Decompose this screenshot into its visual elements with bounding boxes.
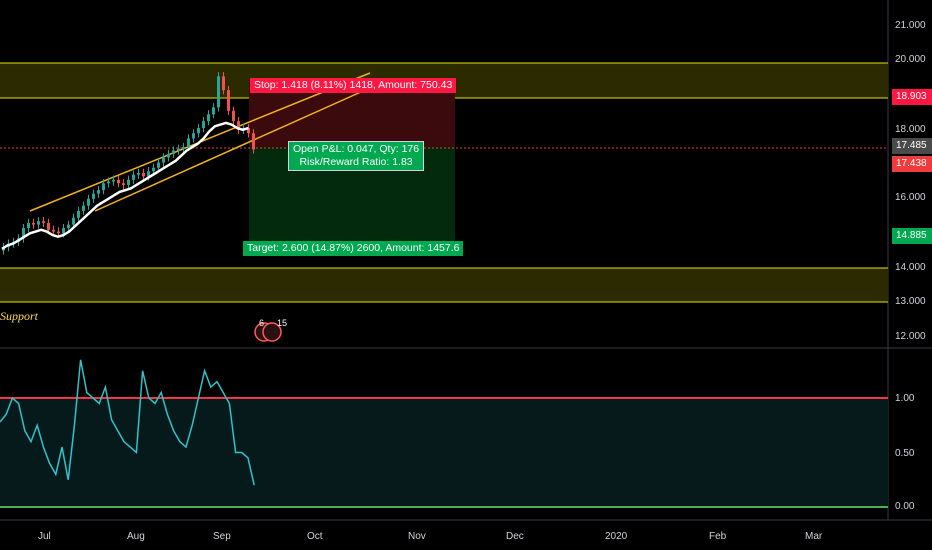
candle bbox=[237, 121, 240, 130]
candle bbox=[22, 228, 25, 239]
candle bbox=[197, 128, 200, 134]
candle bbox=[172, 150, 175, 154]
trendline-lower[interactable] bbox=[94, 86, 373, 212]
time-label: Feb bbox=[709, 531, 727, 542]
price-tick: 18.000 bbox=[895, 124, 926, 135]
stop-label[interactable]: Stop: 1.418 (8.11%) 1418, Amount: 750.43 bbox=[250, 78, 457, 93]
time-label: Nov bbox=[408, 531, 426, 542]
time-label: 2020 bbox=[605, 531, 628, 542]
candle bbox=[82, 205, 85, 211]
candle bbox=[102, 183, 105, 191]
candle bbox=[132, 174, 135, 180]
candle bbox=[117, 179, 120, 184]
candle bbox=[207, 114, 210, 122]
candle bbox=[52, 229, 55, 232]
indicator-line bbox=[0, 359, 255, 486]
candle bbox=[162, 157, 165, 163]
candlestick-series bbox=[2, 72, 255, 255]
time-label: Aug bbox=[127, 531, 145, 542]
candle bbox=[42, 221, 45, 223]
price-tick: 20.000 bbox=[895, 54, 926, 65]
candle bbox=[67, 224, 70, 229]
time-label: Mar bbox=[805, 531, 823, 542]
dividend-icon[interactable] bbox=[262, 322, 282, 342]
time-label: Jul bbox=[38, 531, 51, 542]
candle bbox=[147, 171, 150, 177]
candle bbox=[137, 172, 140, 175]
candle bbox=[167, 153, 170, 158]
candle bbox=[107, 181, 110, 184]
candle bbox=[252, 133, 255, 150]
price-tick: 14.000 bbox=[895, 262, 926, 273]
candle bbox=[222, 76, 225, 91]
candle bbox=[87, 198, 90, 206]
risk-reward-line: Risk/Reward Ratio: 1.83 bbox=[299, 156, 413, 168]
price-tick: 12.000 bbox=[895, 331, 926, 342]
price-tick: 13.000 bbox=[895, 296, 926, 307]
support-zone[interactable] bbox=[0, 268, 888, 302]
candle bbox=[192, 133, 195, 139]
candle bbox=[62, 228, 65, 234]
candle bbox=[182, 147, 185, 149]
candle bbox=[27, 222, 30, 229]
candle bbox=[32, 222, 35, 225]
candle bbox=[77, 210, 80, 218]
open-pnl-line: Open P&L: 0.047, Qty: 176 bbox=[293, 143, 420, 155]
time-label: Dec bbox=[506, 531, 524, 542]
indicator-tick: 0.50 bbox=[895, 448, 915, 459]
last-price-badge: 17.438 bbox=[892, 156, 932, 172]
stop-price-badge: 18.903 bbox=[892, 89, 932, 105]
candle bbox=[97, 190, 100, 194]
price-tick: 16.000 bbox=[895, 192, 926, 203]
time-label: Oct bbox=[307, 531, 323, 542]
open-pnl-label[interactable]: Open P&L: 0.047, Qty: 176 Risk/Reward Ra… bbox=[288, 141, 425, 171]
candle bbox=[92, 193, 95, 199]
indicator-band bbox=[0, 398, 888, 506]
candle bbox=[152, 167, 155, 172]
candle bbox=[122, 183, 125, 185]
candle bbox=[227, 90, 230, 111]
support-text[interactable]: Support bbox=[0, 309, 39, 323]
indicator-tick: 1.00 bbox=[895, 393, 915, 404]
candle bbox=[37, 221, 40, 225]
event-count-2: 15 bbox=[277, 318, 288, 328]
candle bbox=[217, 76, 220, 108]
candle bbox=[177, 148, 180, 151]
candle bbox=[47, 222, 50, 230]
candle bbox=[142, 172, 145, 177]
target-label[interactable]: Target: 2.600 (14.87%) 2600, Amount: 145… bbox=[243, 241, 464, 256]
candle bbox=[112, 179, 115, 182]
candle bbox=[72, 217, 75, 225]
candle bbox=[247, 128, 250, 134]
candle bbox=[127, 179, 130, 185]
candle bbox=[212, 107, 215, 115]
time-label: Sep bbox=[213, 531, 231, 542]
indicator-tick: 0.00 bbox=[895, 501, 915, 512]
candle bbox=[202, 121, 205, 129]
candle bbox=[157, 162, 160, 168]
current-price-badge: 17.485 bbox=[892, 138, 932, 154]
candle bbox=[57, 231, 60, 234]
event-markers[interactable] bbox=[254, 322, 282, 342]
event-count-1: 6 bbox=[259, 318, 265, 328]
price-tick: 21.000 bbox=[895, 20, 926, 31]
candle bbox=[232, 110, 235, 122]
moving-average-line bbox=[1, 121, 249, 250]
candle bbox=[187, 138, 190, 148]
target-price-badge: 14.885 bbox=[892, 228, 932, 244]
